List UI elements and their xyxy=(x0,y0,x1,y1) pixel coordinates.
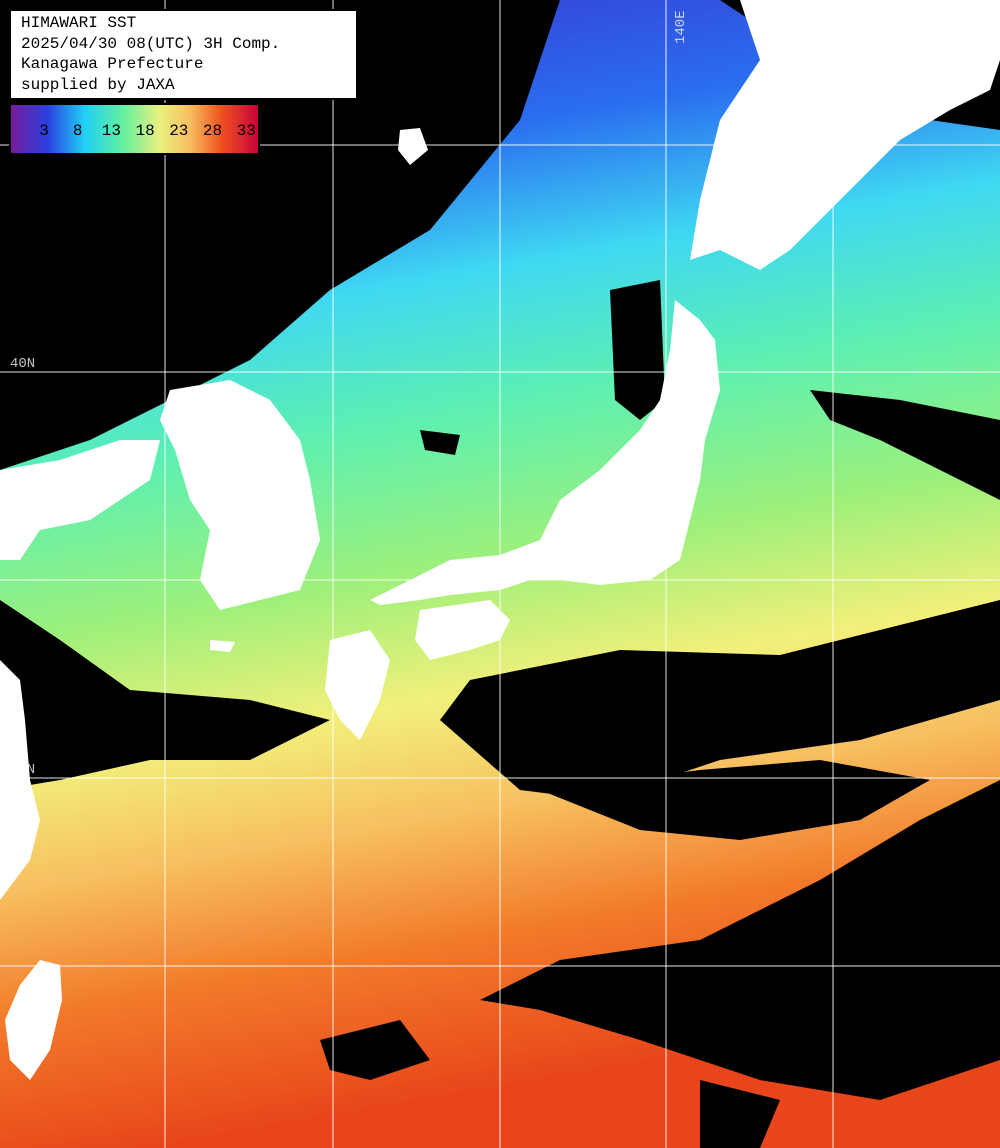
legend-tick-label: 23 xyxy=(169,122,188,140)
header-box: HIMAWARI SST 2025/04/30 08(UTC) 3H Comp.… xyxy=(9,9,358,100)
header-line: 2025/04/30 08(UTC) 3H Comp. xyxy=(21,35,280,53)
legend-tick-label: 8 xyxy=(73,122,83,140)
longitude-label: 140E xyxy=(673,10,689,44)
header-line: HIMAWARI SST xyxy=(21,14,136,32)
color-bar xyxy=(9,103,260,155)
latitude-label: 40N xyxy=(10,356,35,372)
header-background xyxy=(9,9,358,100)
legend-tick-label: 3 xyxy=(39,122,49,140)
legend-tick-label: 33 xyxy=(237,122,256,140)
header-line: supplied by JAXA xyxy=(21,76,175,94)
legend-tick-label: 18 xyxy=(135,122,154,140)
latitude-label: 30N xyxy=(10,762,35,778)
legend-tick-label: 28 xyxy=(203,122,222,140)
color-legend: 3 8 13 18 23 28 33 xyxy=(9,103,260,155)
land xyxy=(0,0,1000,1080)
legend-tick-label: 13 xyxy=(102,122,121,140)
header-line: Kanagawa Prefecture xyxy=(21,55,203,73)
